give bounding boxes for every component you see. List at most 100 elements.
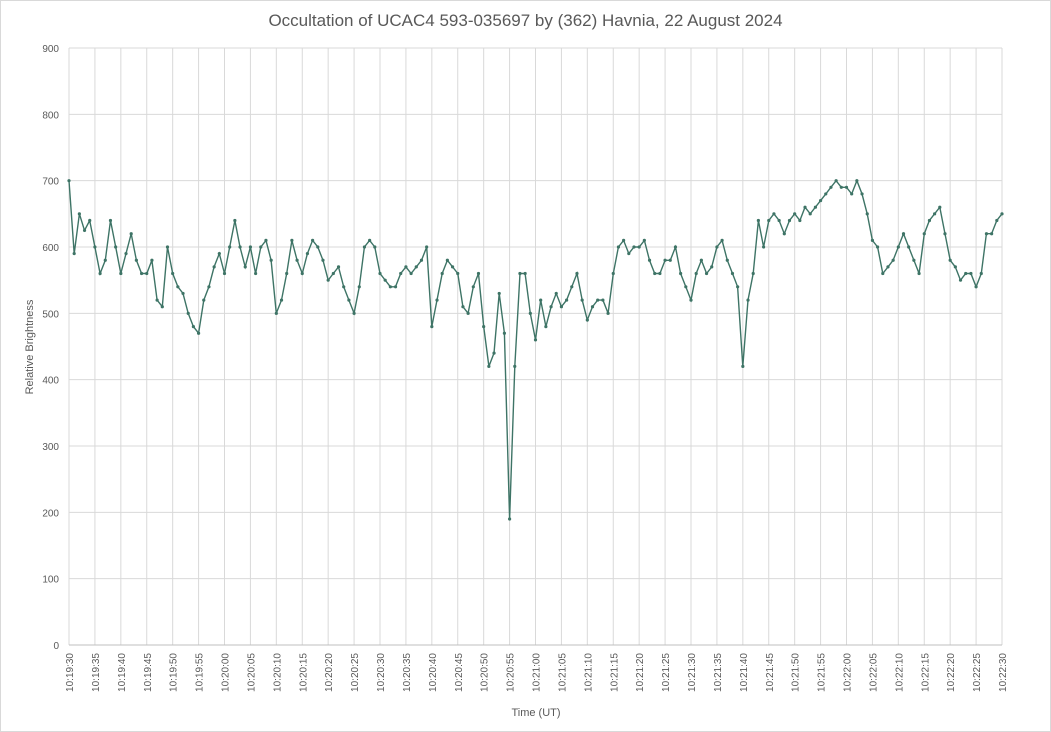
data-point [715,245,719,249]
x-tick-label: 10:19:55 [195,653,206,692]
series-group [67,178,1004,521]
data-point [331,271,335,276]
data-point [440,271,444,276]
data-point [658,271,662,276]
data-point [450,265,455,269]
data-point [855,179,859,183]
data-point [482,325,486,329]
x-tick-label: 10:20:40 [428,653,439,692]
data-point [912,258,916,262]
data-point [316,245,320,249]
y-tick-label: 500 [42,309,59,320]
data-point [191,325,195,329]
x-tick-label: 10:22:30 [998,653,1009,692]
data-point [528,311,532,315]
x-tick-label: 10:22:25 [972,653,983,692]
data-point [196,331,201,335]
data-point [647,258,652,262]
data-point [352,311,356,315]
data-point [119,271,123,276]
data-point [704,271,709,276]
data-point [585,318,589,322]
data-point [590,305,595,309]
data-point [207,285,211,289]
data-point [850,192,854,196]
x-tick-label: 10:21:00 [532,653,543,692]
data-point [321,258,325,262]
data-point [637,245,641,249]
data-point [616,245,621,249]
x-axis-ticks: 10:19:30 10:19:35 10:19:40 10:19:45 10:19:50… [65,653,1009,692]
data-point [98,271,102,276]
x-tick-label: 10:21:55 [817,653,828,692]
x-tick-label: 10:21:20 [635,653,646,692]
data-point [870,238,875,242]
data-point [886,265,890,269]
data-point [533,338,538,342]
data-point [311,238,315,242]
data-point [761,245,766,249]
data-point [222,271,227,276]
x-tick-label: 10:22:10 [894,653,905,692]
data-point [129,232,133,236]
data-point [238,245,242,249]
data-point [134,258,138,262]
data-point [445,258,449,262]
data-point [689,298,693,302]
data-point [746,298,750,302]
x-tick-label: 10:21:30 [687,653,698,692]
data-point [668,258,672,262]
data-point [409,271,413,276]
data-point [782,232,786,236]
x-tick-label: 10:19:45 [143,653,154,692]
data-point [927,218,932,223]
data-point [388,285,392,289]
data-point [730,271,735,276]
data-point [622,238,626,242]
data-point [964,271,968,276]
gridlines [68,47,1003,646]
data-point [736,285,740,289]
y-axis-ticks: 0 100 200 300 400 500 600 700 800 900 [42,44,59,652]
data-point [425,245,429,249]
x-tick-label: 10:20:55 [506,653,517,692]
data-point [720,238,724,242]
y-tick-label: 400 [42,376,59,387]
data-point [767,218,771,223]
data-point [995,218,999,223]
x-tick-label: 10:21:25 [661,653,672,692]
x-tick-label: 10:21:50 [791,653,802,692]
data-point [326,278,330,282]
data-point [461,305,465,309]
data-point [808,212,812,216]
data-point [596,298,600,302]
y-tick-label: 200 [42,508,59,519]
x-tick-label: 10:21:10 [583,653,594,692]
x-tick-label: 10:19:40 [117,653,128,692]
data-point [399,271,403,276]
y-tick-label: 0 [53,641,59,652]
data-point [492,351,496,355]
data-point [476,271,481,276]
data-point [176,285,180,289]
data-point [694,271,698,276]
data-point [933,212,937,216]
data-point [150,258,154,262]
data-point [518,271,522,276]
data-point [373,245,377,249]
data-point [295,258,299,262]
data-point [793,212,797,216]
data-point [824,192,828,196]
x-tick-label: 10:21:35 [713,653,724,692]
x-tick-label: 10:20:10 [272,653,283,692]
data-point [813,205,818,209]
x-tick-label: 10:21:45 [765,653,776,692]
data-point [611,271,615,276]
data-point [554,291,558,296]
x-tick-label: 10:21:40 [739,653,750,692]
data-point [601,298,605,302]
x-tick-label: 10:19:50 [169,653,180,692]
data-point [943,232,947,236]
data-point [917,271,921,276]
